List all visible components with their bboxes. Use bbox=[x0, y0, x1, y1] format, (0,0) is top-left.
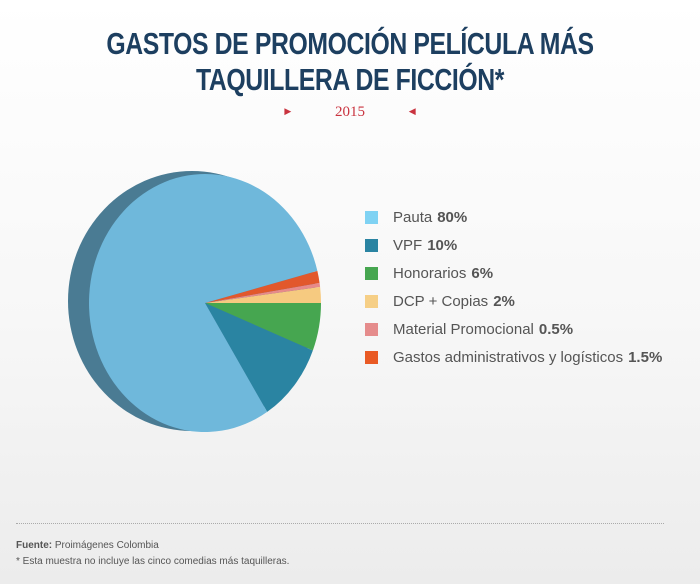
legend-label: DCP + Copias bbox=[393, 292, 489, 310]
legend-swatch bbox=[365, 238, 378, 252]
legend-swatch bbox=[365, 210, 378, 224]
legend-item: VPF 10% bbox=[365, 231, 662, 259]
year-subtitle: ▶ 2015 ◀ bbox=[0, 104, 700, 121]
legend-value: 1.5% bbox=[628, 348, 663, 366]
footnote: * Esta muestra no incluye las cinco come… bbox=[16, 556, 290, 567]
source-text: Proimágenes Colombia bbox=[54, 540, 159, 551]
legend-label: VPF bbox=[393, 236, 423, 254]
footer-divider bbox=[16, 523, 664, 524]
arrow-right-icon: ▶ bbox=[284, 106, 292, 116]
pie-slice-material-promocional bbox=[205, 282, 321, 303]
pie-slice-dcp-copias bbox=[205, 286, 322, 303]
pie-slice-pauta bbox=[89, 174, 318, 433]
legend-value: 2% bbox=[493, 292, 515, 310]
legend-value: 80% bbox=[437, 208, 468, 226]
legend-label: Gastos administrativos y logísticos bbox=[393, 348, 624, 366]
title-line-2: TAQUILLERA DE FICCIÓN* bbox=[195, 62, 505, 97]
pie-slice-gastos-administrativos-y-log-sticos bbox=[205, 270, 320, 303]
arrow-left-icon: ◀ bbox=[408, 106, 416, 116]
year-label: 2015 bbox=[335, 104, 365, 120]
pie-slices bbox=[89, 174, 322, 433]
legend-label: Material Promocional bbox=[393, 320, 534, 338]
chart-title: GASTOS DE PROMOCIÓN PELÍCULA MÁS TAQUILL… bbox=[70, 26, 630, 98]
legend-item: Gastos administrativos y logísticos 1.5% bbox=[365, 343, 662, 371]
legend-swatch bbox=[365, 266, 378, 280]
legend-item: DCP + Copias 2% bbox=[365, 287, 662, 315]
legend-swatch bbox=[365, 322, 378, 336]
source-note: Fuente: Proimágenes Colombia bbox=[16, 540, 159, 551]
legend-item: Pauta 80% bbox=[365, 203, 662, 231]
legend-label: Honorarios bbox=[393, 264, 467, 282]
legend-label: Pauta bbox=[393, 208, 433, 226]
legend-value: 0.5% bbox=[538, 320, 574, 338]
legend-value: 6% bbox=[471, 264, 494, 282]
legend-item: Honorarios 6% bbox=[365, 259, 662, 287]
legend-item: Material Promocional 0.5% bbox=[365, 315, 662, 343]
pie-slice-honorarios bbox=[205, 303, 321, 351]
legend-value: 10% bbox=[427, 236, 458, 254]
legend: Pauta 80% VPF 10% Honorarios 6% DCP + Copias 2%… bbox=[365, 203, 662, 371]
legend-swatch bbox=[365, 294, 378, 308]
pie-chart bbox=[68, 171, 322, 433]
source-label: Fuente: bbox=[16, 540, 53, 551]
title-line-1: GASTOS DE PROMOCIÓN PELÍCULA MÁS bbox=[106, 26, 594, 61]
legend-swatch bbox=[365, 350, 378, 364]
pie-slice-vpf bbox=[205, 303, 313, 412]
